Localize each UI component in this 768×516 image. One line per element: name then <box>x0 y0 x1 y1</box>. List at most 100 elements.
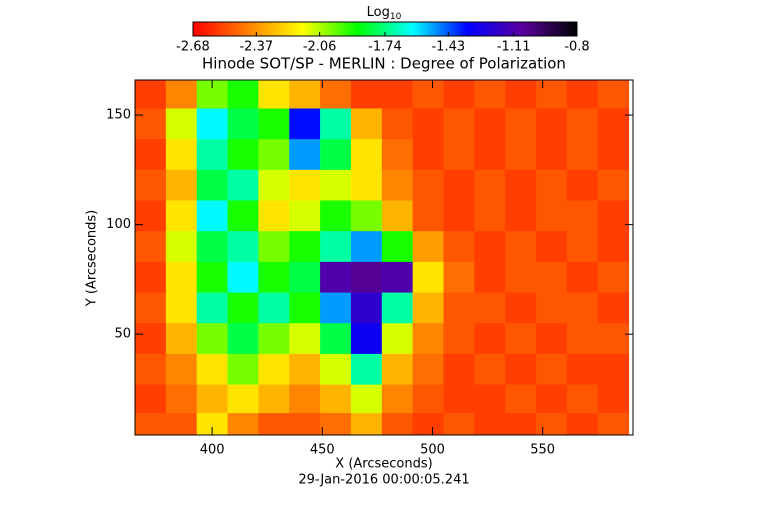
heatmap-cell <box>536 384 568 414</box>
colorbar-tick-label: -0.8 <box>564 40 589 55</box>
heatmap-cell <box>443 169 475 202</box>
heatmap-cell <box>412 413 444 435</box>
heatmap-cell <box>443 231 475 263</box>
heatmap-cell <box>536 108 568 140</box>
heatmap-cell <box>196 261 229 294</box>
heatmap-cell <box>350 261 383 294</box>
heatmap-cell <box>566 261 599 294</box>
heatmap-cell <box>412 231 444 263</box>
colorbar-tick-label: -1.74 <box>368 40 402 55</box>
heatmap-cell <box>196 413 229 435</box>
heatmap-cell <box>597 200 630 232</box>
colorbar-tick-label: -2.37 <box>239 40 273 55</box>
heatmap-cell <box>566 353 599 386</box>
heatmap-cell <box>196 353 229 386</box>
heatmap-cell <box>227 413 259 435</box>
heatmap-cell <box>320 413 352 435</box>
heatmap-cell <box>289 200 321 232</box>
heatmap-cell <box>350 231 383 263</box>
heatmap-cell <box>381 413 414 435</box>
heatmap-cell <box>135 231 167 263</box>
heatmap-cell <box>412 384 444 414</box>
heatmap-cell <box>443 200 475 232</box>
heatmap-cell <box>443 292 475 324</box>
heatmap-cell <box>412 169 444 202</box>
heatmap-cell <box>412 200 444 232</box>
heatmap-cell <box>474 200 506 232</box>
colorbar-tick-label: -1.43 <box>431 40 465 55</box>
y-tick-label: 150 <box>106 108 131 123</box>
heatmap-cell <box>289 353 321 386</box>
heatmap-cell <box>505 108 537 140</box>
heatmap-cell <box>505 261 537 294</box>
heatmap-cell <box>289 413 321 435</box>
heatmap-cell <box>597 139 630 171</box>
heatmap-cell <box>227 231 259 263</box>
heatmap-cell <box>196 169 229 202</box>
heatmap-cell <box>196 384 229 414</box>
heatmap-cell <box>135 139 167 171</box>
heatmap-cell <box>320 80 352 109</box>
heatmap-cell <box>566 200 599 232</box>
colorbar-label-subscript: 10 <box>390 12 402 22</box>
heatmap-cell <box>597 384 630 414</box>
heatmap-cell <box>381 169 414 202</box>
heatmap-cell <box>597 261 630 294</box>
heatmap-cell <box>320 231 352 263</box>
heatmap-cell <box>536 323 568 355</box>
heatmap-cell <box>566 292 599 324</box>
heatmap-cell <box>443 139 475 171</box>
heatmap-cell <box>566 323 599 355</box>
heatmap-cell <box>566 108 599 140</box>
heatmap-cell <box>165 292 198 324</box>
heatmap-cell <box>227 80 259 109</box>
heatmap-cell <box>536 231 568 263</box>
heatmap-cell <box>258 261 290 294</box>
heatmap-cell <box>258 80 290 109</box>
heatmap-cell <box>505 323 537 355</box>
heatmap-cell <box>412 323 444 355</box>
heatmap-cell <box>566 231 599 263</box>
heatmap-cell <box>165 353 198 386</box>
heatmap-cell <box>289 80 321 109</box>
heatmap-cell <box>350 384 383 414</box>
heatmap-cell <box>474 139 506 171</box>
heatmap-cell <box>474 80 506 109</box>
heatmap-cell <box>289 108 321 140</box>
x-axis-label: X (Arcseconds) <box>335 457 432 472</box>
colorbar-tick-label: -2.06 <box>303 40 337 55</box>
heatmap-cell <box>227 384 259 414</box>
y-tick-label: 50 <box>114 327 131 342</box>
heatmap-cell <box>505 292 537 324</box>
heatmap-cell <box>381 139 414 171</box>
heatmap-cell <box>474 261 506 294</box>
heatmap-cell <box>165 200 198 232</box>
heatmap-cell <box>597 231 630 263</box>
heatmap-cell <box>165 169 198 202</box>
heatmap-cell <box>196 108 229 140</box>
heatmap-cell <box>566 139 599 171</box>
heatmap-cell <box>165 384 198 414</box>
heatmap-cell <box>505 353 537 386</box>
heatmap-cell <box>505 384 537 414</box>
heatmap-cell <box>505 139 537 171</box>
heatmap-cell <box>165 80 198 109</box>
heatmap-cell <box>443 353 475 386</box>
heatmap-cell <box>165 261 198 294</box>
heatmap-cell <box>320 292 352 324</box>
heatmap-cell <box>165 108 198 140</box>
heatmap-cell <box>320 139 352 171</box>
heatmap-cell <box>474 292 506 324</box>
heatmap-cell <box>505 413 537 435</box>
heatmap-cell <box>320 200 352 232</box>
x-tick-label: 450 <box>310 443 335 458</box>
colorbar-label-text: Log <box>367 5 390 20</box>
heatmap-cell <box>227 353 259 386</box>
heatmap-cell <box>412 80 444 109</box>
heatmap-cell <box>443 80 475 109</box>
heatmap-cell <box>505 231 537 263</box>
heatmap-cell <box>474 353 506 386</box>
heatmap-cell <box>381 80 414 109</box>
